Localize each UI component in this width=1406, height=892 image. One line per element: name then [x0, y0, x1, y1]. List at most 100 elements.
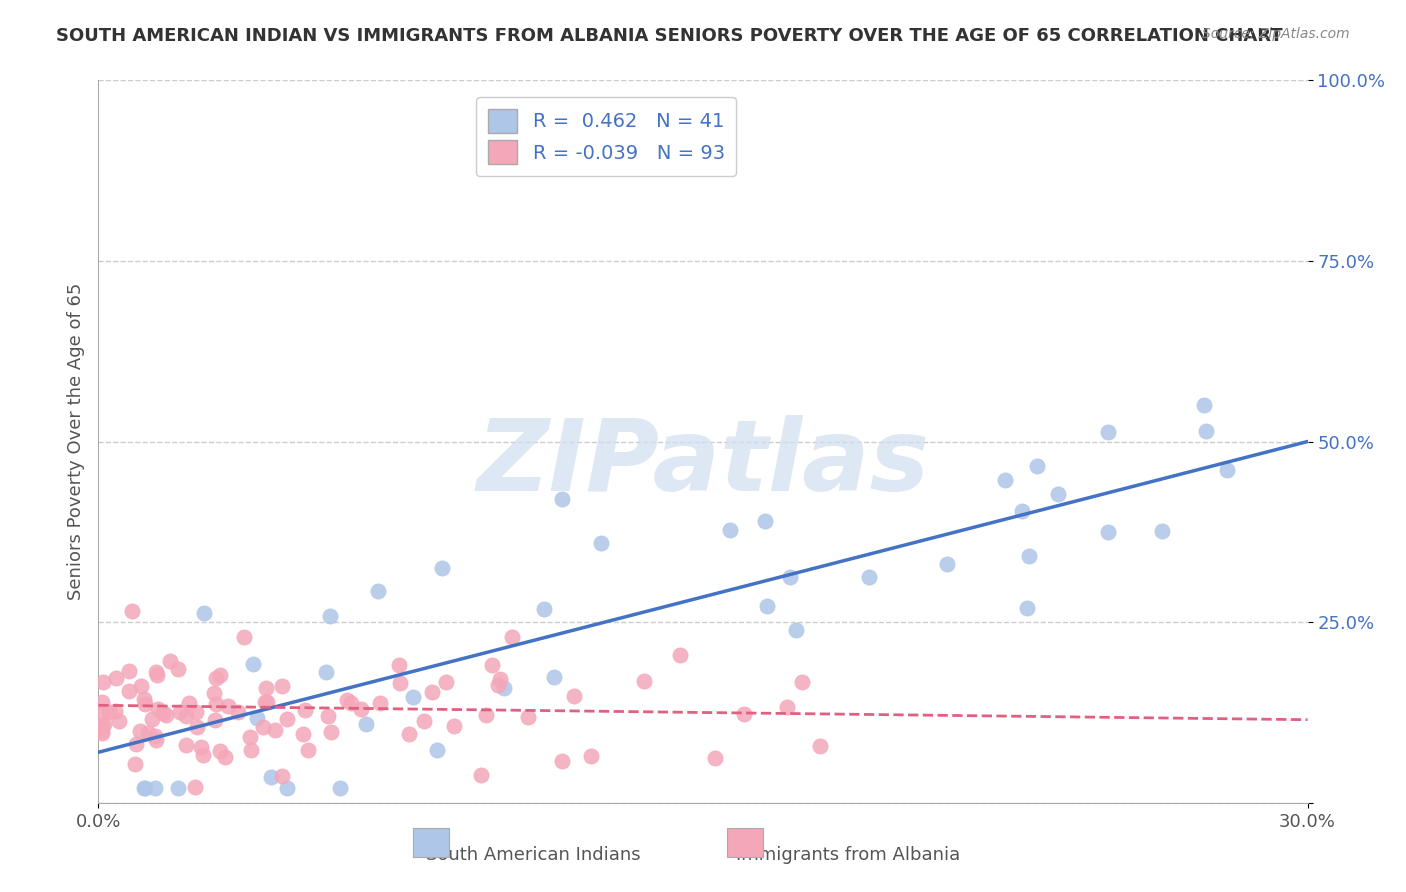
Point — [91, 675, 114, 690]
Point — [256, 695, 278, 709]
Point — [754, 514, 776, 528]
Point — [143, 729, 166, 743]
Point — [1097, 425, 1119, 439]
Point — [1026, 458, 1049, 473]
Point — [633, 673, 655, 688]
Point — [132, 781, 155, 796]
Point — [105, 672, 128, 686]
Point — [810, 739, 832, 754]
Point — [1216, 463, 1239, 477]
Point — [193, 607, 215, 621]
Point — [1097, 525, 1119, 540]
Point — [434, 675, 457, 690]
Point — [543, 670, 565, 684]
Point — [668, 648, 690, 662]
Point — [1047, 487, 1070, 501]
Point — [118, 664, 141, 678]
Point — [703, 751, 725, 765]
Point — [146, 667, 169, 681]
Legend: R =  0.462   N = 41, R = -0.039   N = 93: R = 0.462 N = 41, R = -0.039 N = 93 — [477, 97, 737, 176]
Point — [190, 739, 212, 754]
Point — [1011, 503, 1033, 517]
Point — [186, 719, 208, 733]
Point — [246, 711, 269, 725]
Point — [202, 686, 225, 700]
Point — [155, 707, 177, 722]
Point — [208, 668, 231, 682]
Point — [340, 696, 363, 710]
Point — [271, 769, 294, 783]
Point — [205, 697, 228, 711]
Point — [214, 749, 236, 764]
Text: Source: ZipAtlas.com: Source: ZipAtlas.com — [1202, 27, 1350, 41]
Point — [350, 701, 373, 715]
Text: Immigrants from Albania: Immigrants from Albania — [735, 847, 960, 864]
Point — [91, 726, 114, 740]
Point — [145, 732, 167, 747]
Point — [121, 604, 143, 618]
Point — [152, 706, 174, 720]
Point — [494, 681, 516, 696]
Point — [146, 701, 169, 715]
Point — [1192, 398, 1215, 412]
Point — [128, 723, 150, 738]
Text: SOUTH AMERICAN INDIAN VS IMMIGRANTS FROM ALBANIA SENIORS POVERTY OVER THE AGE OF: SOUTH AMERICAN INDIAN VS IMMIGRANTS FROM… — [56, 27, 1282, 45]
Point — [402, 690, 425, 705]
Point — [516, 710, 538, 724]
Point — [104, 704, 127, 718]
Point — [1195, 424, 1218, 438]
Text: South American Indians: South American Indians — [426, 847, 641, 864]
Point — [91, 724, 114, 739]
Point — [501, 630, 523, 644]
FancyBboxPatch shape — [413, 828, 449, 857]
Point — [271, 680, 294, 694]
Point — [420, 685, 443, 699]
Point — [550, 754, 572, 768]
Point — [93, 716, 115, 731]
Point — [124, 757, 146, 772]
Point — [125, 737, 148, 751]
Point — [134, 697, 156, 711]
Point — [276, 781, 298, 796]
Point — [321, 724, 343, 739]
Point — [1018, 549, 1040, 564]
Point — [118, 683, 141, 698]
Point — [389, 676, 412, 690]
Point — [994, 473, 1017, 487]
Point — [413, 714, 436, 728]
Point — [264, 723, 287, 737]
Point — [718, 523, 741, 537]
Point — [134, 781, 156, 796]
Point — [367, 584, 389, 599]
Point — [589, 536, 612, 550]
Text: ZIPatlas: ZIPatlas — [477, 415, 929, 512]
Point — [217, 698, 239, 713]
Point — [292, 727, 315, 741]
Point — [935, 557, 957, 571]
Point — [294, 702, 316, 716]
Point — [205, 671, 228, 685]
Point — [145, 665, 167, 680]
Point — [430, 561, 453, 575]
Point — [254, 695, 277, 709]
Point — [108, 714, 131, 728]
Point — [443, 719, 465, 733]
Point — [252, 720, 274, 734]
Point — [129, 679, 152, 693]
Point — [184, 705, 207, 719]
Point — [191, 747, 214, 762]
Point — [388, 658, 411, 673]
Point — [551, 492, 574, 507]
Point — [776, 699, 799, 714]
Point — [318, 609, 340, 624]
Point — [356, 717, 378, 731]
Point — [254, 681, 277, 695]
Point — [226, 705, 249, 719]
Point — [329, 781, 352, 796]
Point — [91, 695, 114, 709]
Point — [208, 744, 231, 758]
Point — [159, 654, 181, 668]
Point — [260, 770, 283, 784]
Point — [785, 623, 807, 637]
Point — [239, 743, 262, 757]
